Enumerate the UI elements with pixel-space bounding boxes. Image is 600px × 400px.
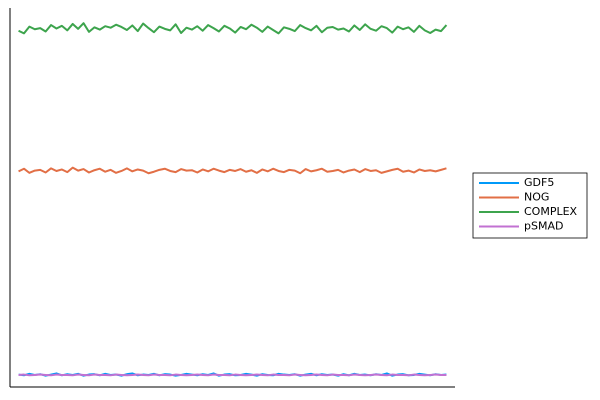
legend-label: GDF5: [524, 176, 554, 189]
legend-label: pSMAD: [524, 220, 563, 233]
legend-label: NOG: [524, 191, 549, 204]
line-series: [18, 373, 447, 377]
line-series: [18, 22, 448, 35]
line-series: [18, 166, 447, 175]
legend-label: COMPLEX: [524, 205, 578, 218]
